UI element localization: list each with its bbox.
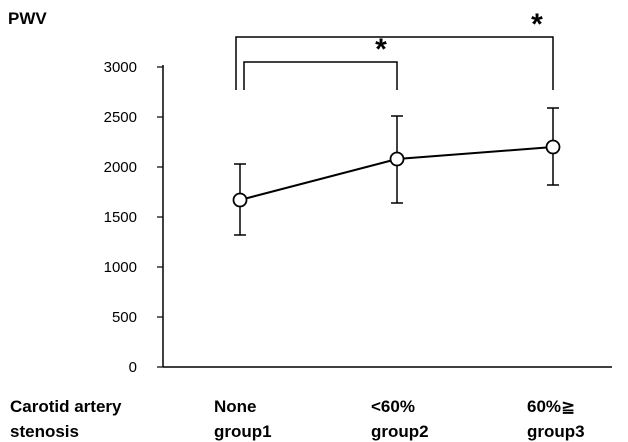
significance-brackets: ** — [235, 8, 554, 90]
x-axis-title-line2: stenosis — [10, 422, 79, 441]
significance-bracket — [235, 36, 554, 90]
data-point — [545, 139, 561, 155]
x-axis-title-line1: Carotid artery — [10, 397, 122, 416]
significance-asterisk: * — [531, 8, 543, 41]
y-axis-title: PWV — [8, 9, 47, 28]
category-label: <60% — [371, 397, 415, 416]
significance-asterisk: * — [375, 33, 387, 66]
y-tick-label: 1000 — [104, 259, 137, 276]
category-labels: None group1 <60% group2 60%≧ group3 — [214, 397, 585, 441]
y-tick-label: 3000 — [104, 59, 137, 76]
category-label: None — [214, 397, 257, 416]
category-label: group1 — [214, 422, 272, 441]
series-group — [232, 107, 561, 236]
y-tick-label: 0 — [129, 359, 137, 376]
y-tick-label: 2500 — [104, 109, 137, 126]
axes: 0 500 1000 1500 2000 2500 3000 — [104, 59, 612, 376]
y-tick-label: 2000 — [104, 159, 137, 176]
category-label: group3 — [527, 422, 585, 441]
y-tick-label: 1500 — [104, 209, 137, 226]
y-tick-label: 500 — [112, 309, 137, 326]
category-label: 60%≧ — [527, 397, 575, 416]
significance-bracket — [243, 61, 398, 90]
data-point — [232, 192, 248, 208]
data-point — [389, 151, 405, 167]
category-label: group2 — [371, 422, 429, 441]
